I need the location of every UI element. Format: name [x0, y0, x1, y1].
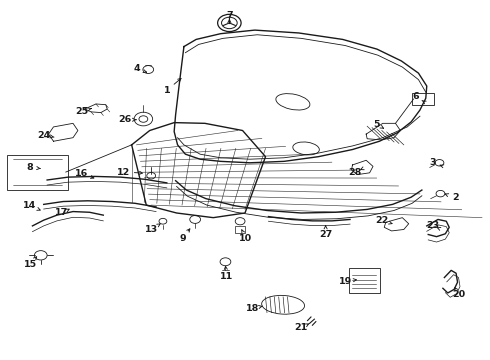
- Text: 24: 24: [37, 131, 50, 140]
- Text: 3: 3: [430, 158, 437, 167]
- Text: 27: 27: [319, 230, 332, 239]
- Text: 7: 7: [226, 11, 233, 20]
- Text: 28: 28: [348, 168, 362, 177]
- Text: 12: 12: [117, 168, 130, 177]
- Text: 11: 11: [220, 271, 233, 280]
- Text: 1: 1: [164, 86, 170, 95]
- Text: 26: 26: [119, 115, 132, 124]
- Text: 17: 17: [55, 208, 69, 217]
- Text: 10: 10: [240, 234, 252, 243]
- Text: 23: 23: [427, 221, 440, 230]
- Text: 21: 21: [294, 323, 308, 332]
- Text: 19: 19: [339, 276, 352, 285]
- Text: 13: 13: [145, 225, 158, 234]
- Text: 15: 15: [24, 260, 37, 269]
- Text: 22: 22: [375, 216, 389, 225]
- Text: 16: 16: [74, 169, 88, 178]
- Text: 2: 2: [452, 193, 459, 202]
- Text: 25: 25: [75, 107, 88, 116]
- Text: 8: 8: [26, 163, 33, 172]
- Text: 18: 18: [245, 304, 259, 313]
- Text: 14: 14: [24, 201, 37, 210]
- Text: 6: 6: [413, 92, 419, 101]
- Text: 5: 5: [374, 120, 380, 129]
- Text: 20: 20: [452, 289, 466, 298]
- Text: 9: 9: [179, 234, 186, 243]
- Text: 4: 4: [133, 64, 140, 73]
